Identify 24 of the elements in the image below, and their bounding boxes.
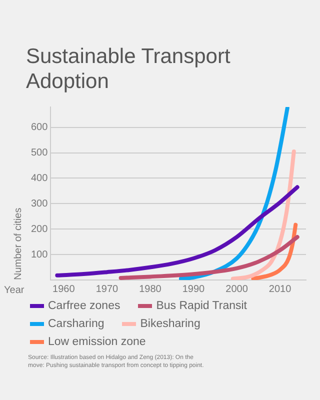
y-tick-label: 600 [30, 122, 48, 134]
line-series [251, 222, 298, 280]
y-tick-label: 400 [30, 172, 48, 184]
line-series [230, 150, 296, 280]
line-series [55, 185, 300, 278]
y-tick-label: 300 [30, 198, 48, 210]
x-tick-label: 1960 [52, 284, 76, 295]
chart-title: Sustainable Transport Adoption [26, 44, 232, 94]
y-tick-label: 200 [30, 224, 48, 235]
y-tick-label: 100 [30, 249, 48, 260]
legend-label: Bus Rapid Transit [156, 300, 247, 312]
x-axis-title: Year [4, 284, 25, 296]
legend-label: Bikesharing [140, 318, 200, 330]
x-tick-label: 2000 [226, 284, 248, 295]
x-tick-label: 1980 [139, 284, 162, 295]
y-axis-title: Number of cities [12, 208, 24, 280]
x-tick-label: 1970 [96, 284, 118, 295]
legend-label: Low emission zone [48, 336, 146, 348]
x-tick-label: 2010 [268, 284, 292, 295]
line-series [118, 235, 300, 280]
legend-label: Carfree zones [48, 300, 120, 312]
y-tick-label: 500 [30, 148, 48, 159]
legend-label: Carsharing [48, 318, 104, 330]
x-tick-label: 1990 [182, 284, 206, 295]
